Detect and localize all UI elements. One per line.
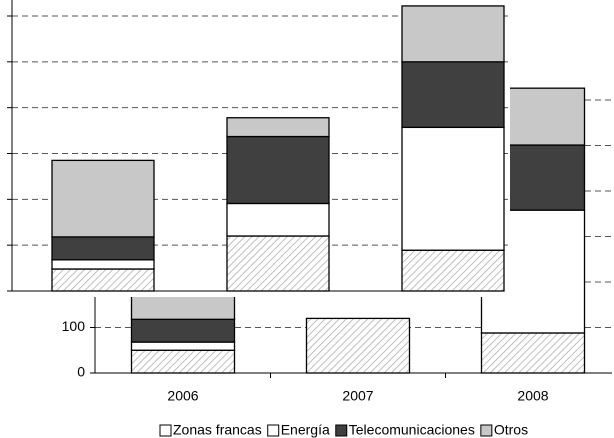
x-tick-label: 2007 — [342, 388, 373, 404]
bar-segment — [401, 126, 505, 251]
legend-swatch — [159, 424, 172, 437]
x-tick-label: 2006 — [167, 388, 198, 404]
bar-segment — [401, 61, 505, 129]
bar-segment — [226, 135, 330, 205]
bar-segment — [401, 5, 505, 63]
legend-label: Telecomunicaciones — [349, 422, 475, 438]
bar-segment — [305, 317, 411, 374]
bar-segment — [130, 341, 236, 351]
bar-segment — [51, 268, 155, 292]
bar-segment — [226, 117, 330, 138]
legend-label: Otros — [494, 422, 528, 438]
bar-segment — [130, 318, 236, 343]
bar-segment — [226, 202, 330, 237]
legend-swatch — [480, 424, 493, 437]
y-tick-label: 100 — [62, 318, 86, 334]
y-tick-label: 0 — [77, 364, 85, 380]
legend-label: Zonas francas — [173, 422, 262, 438]
legend-swatch — [335, 424, 348, 437]
bar-segment — [480, 332, 586, 374]
bar-segment — [51, 236, 155, 261]
bar-segment — [51, 159, 155, 238]
front-chart — [7, 0, 510, 292]
bar-segment — [51, 259, 155, 270]
legend-label: Energía — [281, 422, 330, 438]
bar-segment — [226, 235, 330, 292]
bar-segment — [130, 349, 236, 374]
bar-segment — [401, 249, 505, 292]
x-tick-label: 2008 — [517, 388, 548, 404]
legend-swatch — [267, 424, 280, 437]
